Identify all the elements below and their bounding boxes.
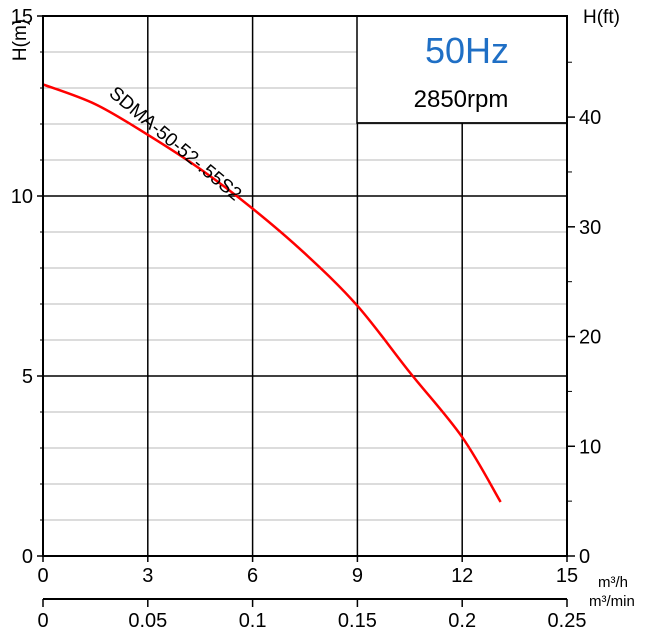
- right-tick-label: 10: [579, 436, 601, 458]
- x-tick-label: 12: [451, 565, 473, 587]
- performance-curve-line: [42, 83, 502, 503]
- x-axis-unit-primary: m³/h: [598, 574, 628, 591]
- left-axis-label: H(m): [10, 19, 31, 61]
- right-tick-label: 20: [579, 327, 601, 349]
- x2-tick-label: 0.2: [448, 610, 476, 632]
- x-tick-label: 6: [247, 565, 258, 587]
- left-tick-label: 0: [22, 546, 33, 568]
- curve-layer: [42, 83, 502, 503]
- x2-tick-label: 0.1: [239, 610, 267, 632]
- x2-tick-label: 0.25: [548, 610, 587, 632]
- right-tick-label: 30: [579, 217, 601, 239]
- right-tick-label: 40: [579, 107, 601, 129]
- right-axis-ticks: 0 10 20 30 40: [567, 61, 601, 568]
- secondary-x-axis: 0 0.05 0.1 0.15 0.2 0.25: [37, 598, 587, 632]
- plot-border-rect: [42, 15, 568, 557]
- plot-area-border: [42, 15, 568, 557]
- x2-tick-label: 0: [37, 610, 48, 632]
- right-tick-label: 0: [579, 546, 590, 568]
- left-tick-label: 15: [11, 6, 33, 28]
- x-tick-label: 3: [142, 565, 153, 587]
- frequency-label: 50Hz: [425, 30, 509, 71]
- x2-tick-label: 0.05: [128, 610, 167, 632]
- x-tick-label: 15: [556, 565, 578, 587]
- x-tick-label: 0: [37, 565, 48, 587]
- right-axis-label: H(ft): [583, 7, 620, 28]
- x2-tick-label: 0.15: [338, 610, 377, 632]
- series-label: SDMA-50-52-.55S2: [105, 83, 246, 206]
- minor-gridlines: [43, 51, 567, 521]
- left-axis-ticks: 0 5 10 15: [11, 6, 43, 568]
- x-axis-unit-secondary: m³/min: [589, 593, 635, 610]
- left-tick-label: 10: [11, 186, 33, 208]
- x-tick-label: 9: [352, 565, 363, 587]
- x-axis-ticks: 0 3 6 9 12 15: [37, 556, 578, 587]
- left-tick-label: 5: [22, 366, 33, 388]
- speed-label: 2850rpm: [414, 86, 509, 113]
